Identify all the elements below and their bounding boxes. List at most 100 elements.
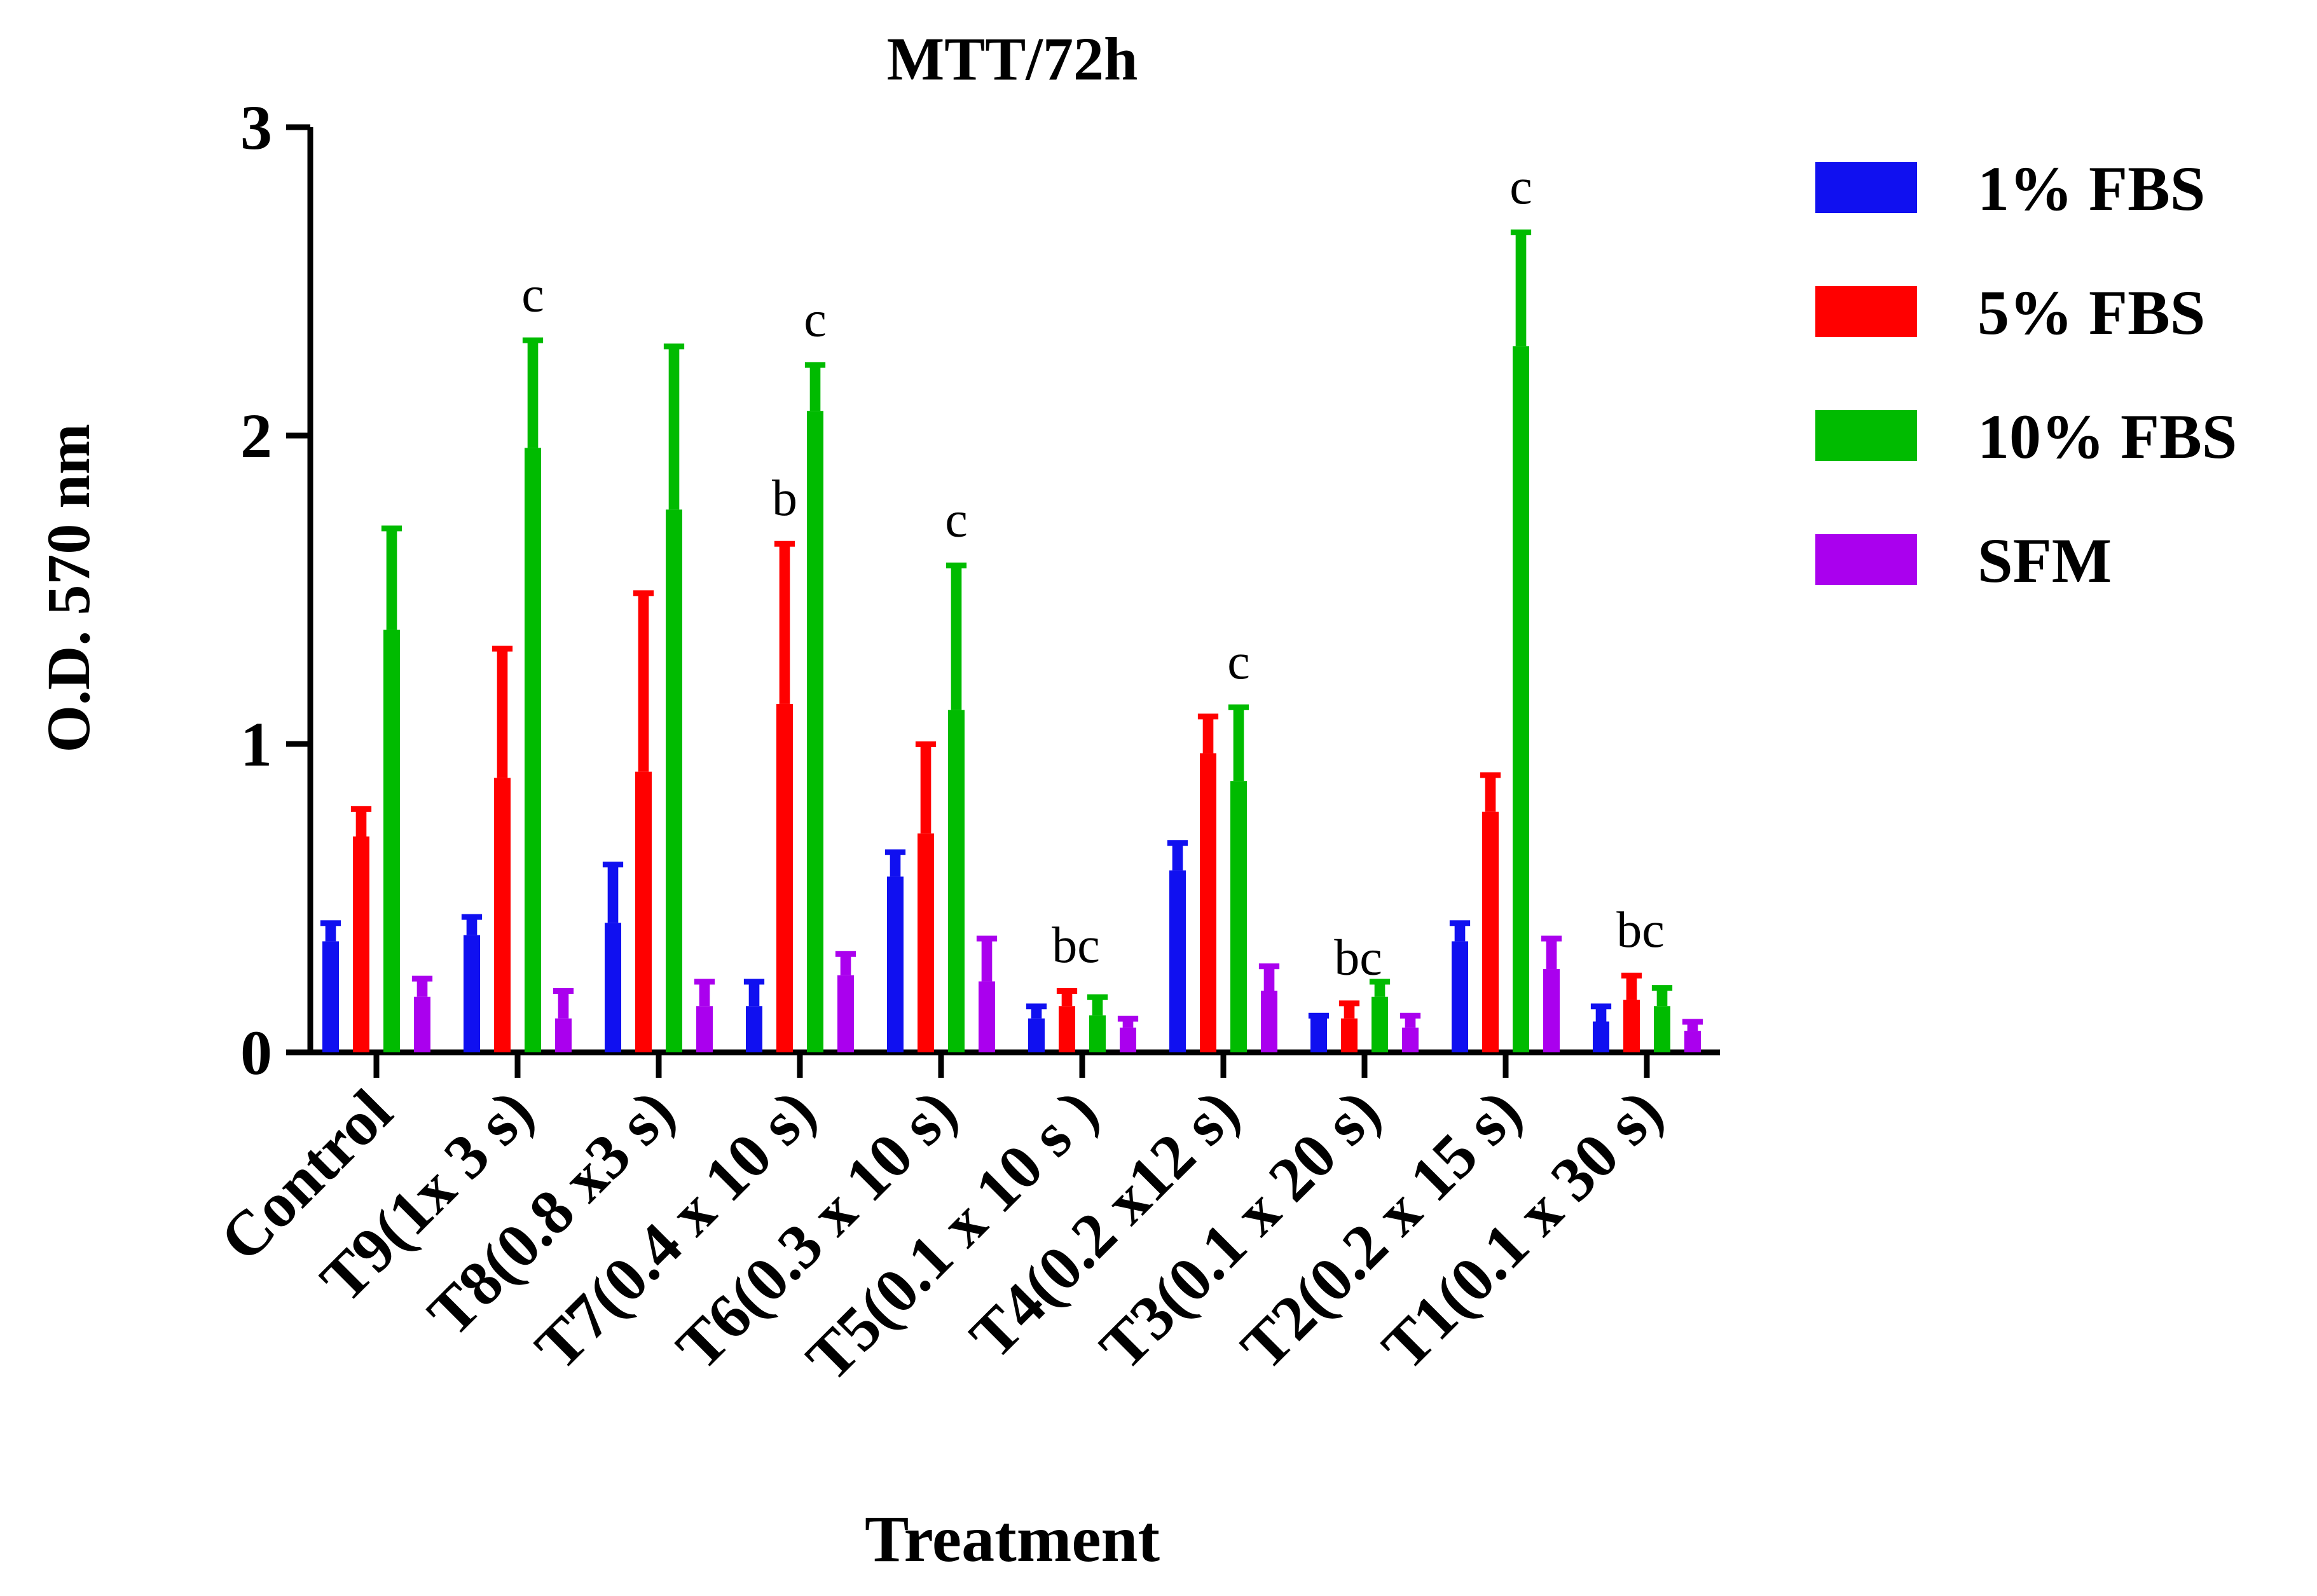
- bar: [837, 975, 854, 1052]
- bar: [322, 941, 339, 1052]
- bar-error-segment: [668, 346, 680, 510]
- bar: [887, 876, 904, 1052]
- bar-error-segment: [1061, 991, 1073, 1007]
- bar-error-segment: [920, 744, 932, 834]
- bar-error-cap: [1338, 1000, 1360, 1007]
- significance-annotation: bc: [1052, 918, 1100, 973]
- bar: [979, 981, 995, 1052]
- bar-error-segment: [1172, 843, 1183, 870]
- bar-error-cap: [1026, 1003, 1047, 1010]
- bar-error-segment: [1233, 706, 1244, 781]
- bar: [1261, 991, 1277, 1052]
- bar: [353, 836, 369, 1052]
- bar-error-cap: [835, 951, 856, 957]
- bar: [383, 629, 400, 1052]
- bar: [1623, 1000, 1640, 1052]
- significance-annotation: c: [1227, 634, 1250, 690]
- bar-error-cap: [694, 979, 715, 985]
- bar: [1120, 1028, 1136, 1052]
- bar-error-cap: [1399, 1012, 1421, 1019]
- bar-error-cap: [1590, 1003, 1612, 1010]
- bar-error-cap: [1449, 920, 1471, 926]
- legend-swatch: [1815, 162, 1917, 213]
- y-tick-label: 3: [240, 92, 272, 163]
- bar-error-segment: [890, 851, 901, 877]
- bar-error-segment: [355, 808, 367, 837]
- bar: [1028, 1018, 1045, 1052]
- bar-error-segment: [638, 593, 649, 772]
- bar-error-cap: [774, 540, 795, 547]
- bar-error-segment: [699, 981, 710, 1007]
- significance-annotation: c: [1509, 159, 1532, 215]
- bar-error-cap: [1308, 1012, 1330, 1019]
- bar-error-segment: [981, 938, 993, 982]
- bar-error-segment: [1454, 923, 1466, 942]
- legend-label: 10% FBS: [1977, 401, 2237, 472]
- bar: [776, 703, 793, 1052]
- bar-error-segment: [1092, 996, 1103, 1015]
- bar-error-cap: [804, 362, 826, 368]
- bar: [1684, 1031, 1701, 1052]
- y-axis-label: O.D. 570 nm: [34, 423, 102, 752]
- bar-error-cap: [553, 988, 574, 994]
- bar: [1169, 870, 1186, 1052]
- bar-error-cap: [945, 562, 967, 568]
- bar-error-cap: [320, 920, 341, 926]
- legend-label: 1% FBS: [1977, 153, 2205, 224]
- bar: [555, 1018, 572, 1052]
- bar: [1402, 1028, 1419, 1052]
- bar-error-segment: [779, 543, 790, 704]
- bar-error-segment: [809, 364, 821, 411]
- significance-annotation: c: [521, 267, 544, 323]
- legend-label: SFM: [1977, 525, 2112, 596]
- bar: [414, 996, 430, 1052]
- bar-error-segment: [497, 648, 508, 778]
- bar: [1372, 996, 1388, 1052]
- bar-error-cap: [1541, 935, 1562, 942]
- bar-error-cap: [1510, 229, 1532, 235]
- bar: [807, 411, 823, 1052]
- significance-annotation: b: [772, 471, 797, 526]
- bar-error-segment: [1374, 981, 1385, 997]
- bar: [635, 771, 652, 1052]
- bar: [1482, 811, 1499, 1052]
- bar-error-cap: [350, 806, 372, 812]
- bar: [494, 778, 511, 1052]
- bar-error-segment: [748, 981, 760, 1007]
- bar: [464, 935, 480, 1052]
- y-tick-label: 0: [240, 1017, 272, 1088]
- bar-error-cap: [522, 337, 544, 343]
- bar: [1310, 1015, 1327, 1052]
- legend-swatch: [1815, 410, 1917, 461]
- bar-error-segment: [558, 991, 569, 1019]
- bar-error-cap: [1056, 988, 1078, 994]
- bar: [1654, 1006, 1670, 1052]
- significance-annotation: bc: [1334, 930, 1382, 986]
- bar-error-cap: [1258, 963, 1280, 970]
- bar-error-segment: [1595, 1006, 1607, 1022]
- bar-error-cap: [1651, 985, 1673, 991]
- legend-swatch: [1815, 286, 1917, 337]
- bar-error-segment: [607, 864, 619, 923]
- legend-label: 5% FBS: [1977, 277, 2205, 348]
- bar-error-cap: [381, 525, 402, 532]
- bar-error-cap: [602, 862, 624, 868]
- bar-error-segment: [951, 565, 962, 710]
- bar: [525, 448, 541, 1052]
- bar-error-segment: [1202, 716, 1214, 753]
- bar-error-cap: [663, 343, 685, 350]
- bar-error-cap: [1117, 1015, 1139, 1022]
- bar-error-cap: [1369, 979, 1391, 985]
- bar: [1543, 969, 1560, 1052]
- bar-error-cap: [1621, 972, 1642, 979]
- bar-error-segment: [325, 923, 336, 942]
- bar-error-cap: [1087, 994, 1108, 1000]
- bar-error-cap: [1480, 772, 1501, 778]
- bar: [1089, 1015, 1106, 1052]
- bar: [1593, 1021, 1609, 1052]
- y-tick-label: 1: [240, 709, 272, 780]
- significance-annotation: c: [945, 492, 968, 548]
- bar-error-cap: [492, 645, 513, 652]
- bar-error-cap: [743, 979, 765, 985]
